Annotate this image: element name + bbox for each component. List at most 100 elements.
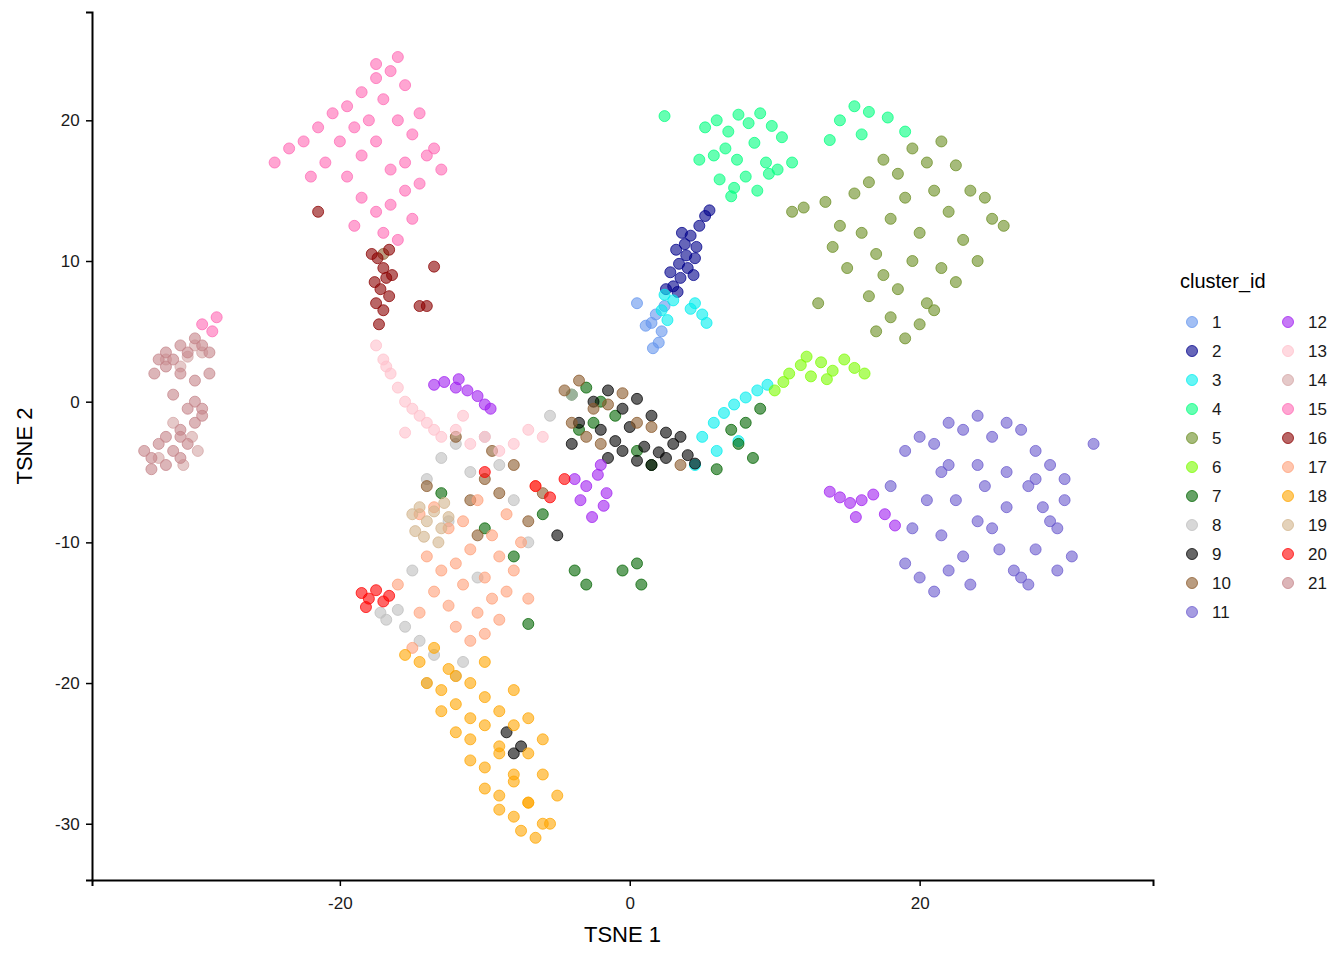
point [856, 495, 867, 506]
point [160, 361, 171, 372]
point [1001, 417, 1012, 428]
point [407, 129, 418, 140]
point [778, 376, 789, 387]
point [429, 506, 440, 517]
point [1052, 565, 1063, 576]
point [407, 565, 418, 576]
point [400, 185, 411, 196]
point [494, 551, 505, 562]
point [400, 649, 411, 660]
point [701, 317, 712, 328]
point [979, 192, 990, 203]
tick-mark [86, 823, 92, 825]
legend-label: 1 [1212, 313, 1221, 332]
point [450, 727, 461, 738]
point [1059, 474, 1070, 485]
point [929, 586, 940, 597]
point [856, 227, 867, 238]
point [711, 464, 722, 475]
point [646, 422, 657, 433]
point [192, 445, 203, 456]
point [1001, 467, 1012, 478]
point [450, 671, 461, 682]
point [601, 488, 612, 499]
tick-mark [340, 880, 342, 886]
legend-swatch [1187, 491, 1198, 502]
point [907, 523, 918, 534]
point [479, 572, 490, 583]
point [639, 441, 650, 452]
legend-label: 4 [1212, 400, 1221, 419]
point [485, 403, 496, 414]
point [327, 108, 338, 119]
tick: 0 [626, 880, 635, 913]
legend-entry: 7 [1187, 487, 1222, 506]
point [879, 509, 890, 520]
series-points [885, 410, 1099, 597]
point [732, 154, 743, 165]
legend-label: 19 [1308, 516, 1327, 535]
point [581, 431, 592, 442]
point [723, 126, 734, 137]
y-axis-title: TSNE 2 [12, 407, 37, 484]
point [421, 150, 432, 161]
point [508, 811, 519, 822]
x-axis: -20020 [93, 880, 1154, 913]
point [443, 512, 454, 523]
point [694, 154, 705, 165]
point [508, 748, 519, 759]
tick: -20 [55, 674, 92, 693]
point [305, 171, 316, 182]
point [1059, 495, 1070, 506]
point [371, 59, 382, 70]
point [569, 565, 580, 576]
point [813, 298, 824, 309]
point [465, 734, 476, 745]
point [385, 164, 396, 175]
point [900, 445, 911, 456]
point [849, 362, 860, 373]
point [900, 333, 911, 344]
point [662, 315, 673, 326]
series-points [371, 340, 549, 457]
point [479, 783, 490, 794]
point [211, 312, 222, 323]
point [384, 291, 395, 302]
point [676, 227, 687, 238]
point [204, 368, 215, 379]
point [421, 678, 432, 689]
point [371, 340, 382, 351]
point [720, 143, 731, 154]
point [755, 403, 766, 414]
point [929, 305, 940, 316]
point [595, 424, 606, 435]
point [559, 385, 570, 396]
legend-entry: 6 [1187, 458, 1222, 477]
point [646, 410, 657, 421]
point [545, 818, 556, 829]
legend-entry: 15 [1283, 400, 1327, 419]
point [392, 382, 403, 393]
point [508, 459, 519, 470]
legend-swatch [1283, 317, 1294, 328]
point [523, 797, 534, 808]
point [631, 455, 642, 466]
point [392, 604, 403, 615]
point [429, 261, 440, 272]
point [414, 656, 425, 667]
point [436, 565, 447, 576]
point [998, 220, 1009, 231]
point [729, 399, 740, 410]
point [537, 509, 548, 520]
point [871, 326, 882, 337]
tick-mark [86, 683, 92, 685]
point [647, 343, 658, 354]
point [617, 445, 628, 456]
point [479, 762, 490, 773]
point [537, 431, 548, 442]
point [921, 495, 932, 506]
point [349, 220, 360, 231]
point [659, 111, 670, 122]
point [168, 389, 179, 400]
point [523, 618, 534, 629]
